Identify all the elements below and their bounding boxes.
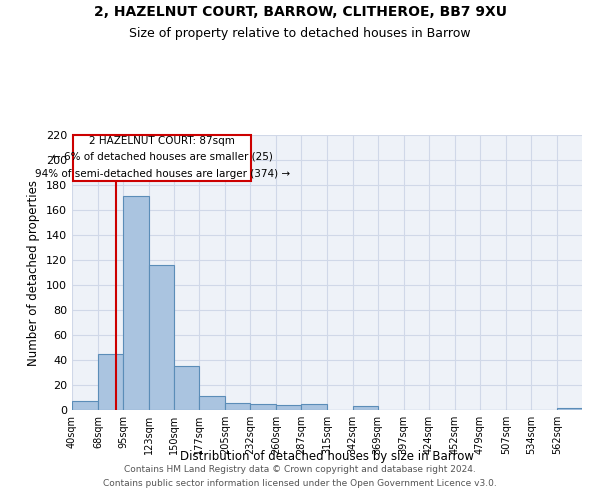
Bar <box>123 196 149 410</box>
Text: Size of property relative to detached houses in Barrow: Size of property relative to detached ho… <box>129 28 471 40</box>
Bar <box>72 401 98 410</box>
Bar <box>353 406 377 410</box>
Bar <box>277 405 301 410</box>
Text: Contains HM Land Registry data © Crown copyright and database right 2024.
Contai: Contains HM Land Registry data © Crown c… <box>103 466 497 487</box>
Bar <box>301 404 328 410</box>
Text: Distribution of detached houses by size in Barrow: Distribution of detached houses by size … <box>180 450 474 463</box>
Bar <box>557 408 582 410</box>
Text: ← 6% of detached houses are smaller (25): ← 6% of detached houses are smaller (25) <box>52 152 272 162</box>
Text: 94% of semi-detached houses are larger (374) →: 94% of semi-detached houses are larger (… <box>35 168 290 178</box>
Y-axis label: Number of detached properties: Number of detached properties <box>28 180 40 366</box>
Text: 2, HAZELNUT COURT, BARROW, CLITHEROE, BB7 9XU: 2, HAZELNUT COURT, BARROW, CLITHEROE, BB… <box>94 5 506 19</box>
Bar <box>250 404 277 410</box>
Bar <box>149 265 174 410</box>
Bar <box>199 396 225 410</box>
Text: 2 HAZELNUT COURT: 87sqm: 2 HAZELNUT COURT: 87sqm <box>89 136 235 146</box>
Bar <box>225 402 250 410</box>
Bar <box>174 366 199 410</box>
Bar <box>73 135 251 181</box>
Bar <box>98 354 123 410</box>
